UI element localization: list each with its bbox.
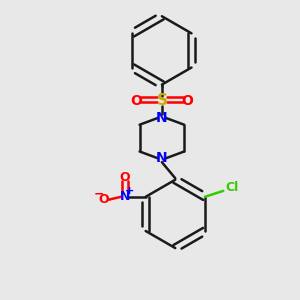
Text: O: O bbox=[131, 94, 142, 108]
Text: N: N bbox=[156, 111, 168, 125]
Text: N: N bbox=[120, 190, 130, 203]
Text: S: S bbox=[156, 94, 167, 109]
Text: O: O bbox=[181, 94, 193, 108]
Text: +: + bbox=[125, 186, 134, 196]
Text: −: − bbox=[94, 187, 104, 200]
Text: O: O bbox=[99, 193, 110, 206]
Text: N: N bbox=[156, 151, 168, 165]
Text: O: O bbox=[119, 171, 130, 184]
Text: Cl: Cl bbox=[225, 182, 238, 194]
